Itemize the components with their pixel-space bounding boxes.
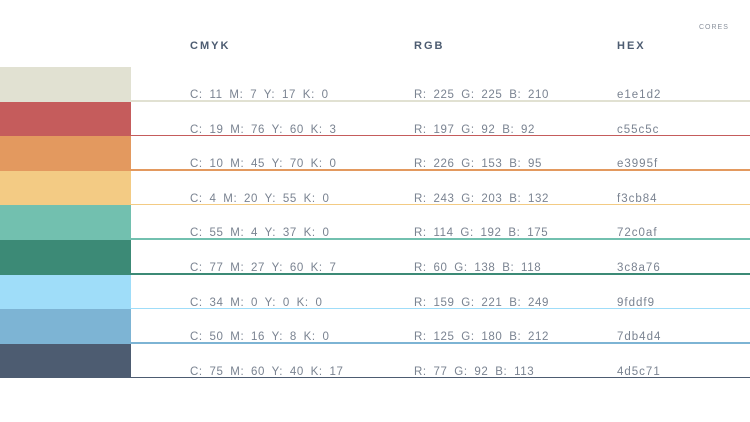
color-swatch	[0, 205, 131, 240]
cmyk-value: C: 11 M: 7 Y: 17 K: 0	[190, 89, 329, 102]
cmyk-value: C: 50 M: 16 Y: 8 K: 0	[190, 331, 330, 344]
hex-value: e3995f	[617, 158, 659, 171]
color-swatch	[0, 309, 131, 344]
hex-value: 3c8a76	[617, 262, 661, 275]
rgb-value: R: 225 G: 225 B: 210	[414, 89, 550, 102]
color-row: C: 75 M: 60 Y: 40 K: 17 R: 77 G: 92 B: 1…	[0, 343, 750, 379]
color-swatch	[0, 239, 131, 275]
cmyk-value: C: 77 M: 27 Y: 60 K: 7	[190, 262, 337, 275]
color-row: C: 55 M: 4 Y: 37 K: 0 R: 114 G: 192 B: 1…	[0, 205, 750, 240]
rgb-value: R: 197 G: 92 B: 92	[414, 123, 536, 136]
cmyk-value: C: 75 M: 60 Y: 40 K: 17	[190, 365, 344, 378]
cmyk-value: C: 4 M: 20 Y: 55 K: 0	[190, 192, 330, 205]
rgb-value: R: 159 G: 221 B: 249	[414, 296, 550, 309]
row-divider	[131, 376, 750, 379]
color-table: C: 11 M: 7 Y: 17 K: 0 R: 225 G: 225 B: 2…	[0, 67, 750, 379]
rgb-value: R: 77 G: 92 B: 113	[414, 365, 535, 378]
color-row: C: 34 M: 0 Y: 0 K: 0 R: 159 G: 221 B: 24…	[0, 274, 750, 310]
hex-value: 72c0af	[617, 227, 658, 240]
cmyk-value: C: 34 M: 0 Y: 0 K: 0	[190, 296, 323, 309]
cmyk-header: CMYK	[190, 40, 231, 52]
color-row: C: 4 M: 20 Y: 55 K: 0 R: 243 G: 203 B: 1…	[0, 170, 750, 206]
rgb-value: R: 114 G: 192 B: 175	[414, 227, 549, 240]
row-divider	[131, 342, 750, 344]
cmyk-value: C: 19 M: 76 Y: 60 K: 3	[190, 123, 337, 136]
color-swatch	[0, 67, 131, 102]
cmyk-value: C: 55 M: 4 Y: 37 K: 0	[190, 227, 330, 240]
color-swatch	[0, 274, 131, 310]
color-swatch	[0, 170, 131, 206]
color-row: C: 19 M: 76 Y: 60 K: 3 R: 197 G: 92 B: 9…	[0, 101, 750, 137]
hex-value: e1e1d2	[617, 89, 662, 102]
hex-value: 7db4d4	[617, 331, 662, 344]
rgb-value: R: 125 G: 180 B: 212	[414, 331, 550, 344]
row-divider	[131, 100, 750, 102]
color-row: C: 77 M: 27 Y: 60 K: 7 R: 60 G: 138 B: 1…	[0, 239, 750, 275]
color-swatch	[0, 343, 131, 379]
corner-label: CORES	[699, 24, 729, 31]
hex-value: f3cb84	[617, 192, 658, 205]
color-swatch	[0, 136, 131, 171]
hex-value: c55c5c	[617, 123, 660, 136]
row-divider	[131, 307, 750, 310]
hex-value: 9fddf9	[617, 296, 655, 309]
color-swatch	[0, 101, 131, 137]
cmyk-value: C: 10 M: 45 Y: 70 K: 0	[190, 158, 337, 171]
rgb-value: R: 226 G: 153 B: 95	[414, 158, 543, 171]
row-divider	[131, 203, 750, 206]
rgb-value: R: 243 G: 203 B: 132	[414, 192, 550, 205]
row-divider	[131, 238, 750, 240]
rgb-header: RGB	[414, 40, 445, 52]
hex-header: HEX	[617, 40, 646, 52]
rgb-value: R: 60 G: 138 B: 118	[414, 262, 542, 275]
color-row: C: 10 M: 45 Y: 70 K: 0 R: 226 G: 153 B: …	[0, 136, 750, 171]
row-divider	[131, 169, 750, 171]
row-divider	[131, 273, 750, 275]
color-row: C: 50 M: 16 Y: 8 K: 0 R: 125 G: 180 B: 2…	[0, 309, 750, 344]
color-row: C: 11 M: 7 Y: 17 K: 0 R: 225 G: 225 B: 2…	[0, 67, 750, 102]
row-divider	[131, 134, 750, 137]
hex-value: 4d5c71	[617, 365, 661, 378]
